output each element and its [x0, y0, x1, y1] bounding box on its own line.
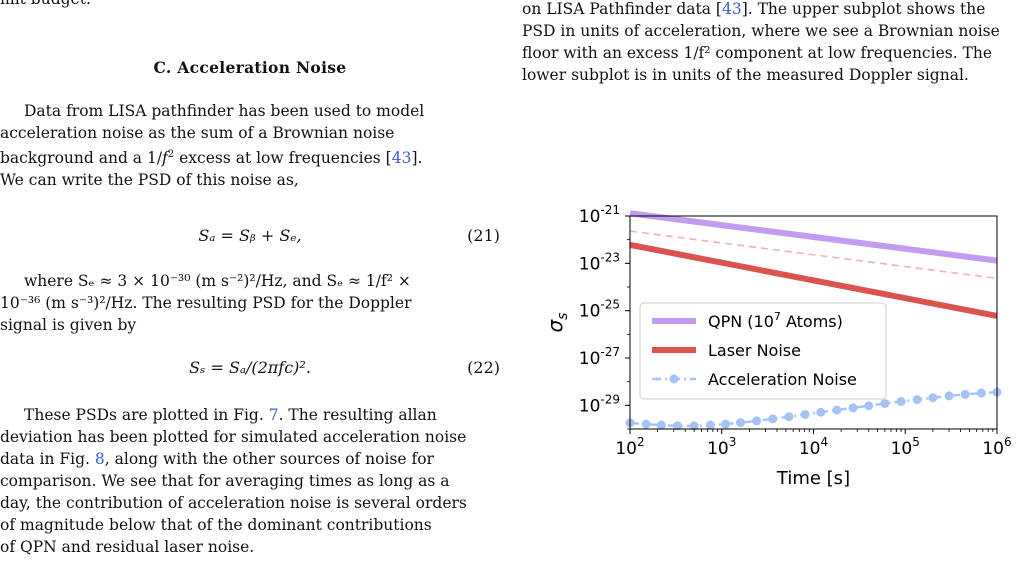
equation-21-number: (21) [467, 226, 500, 245]
legend: QPN (107 Atoms) Laser Noise Acceleration N… [639, 302, 887, 400]
equation-22: Sₛ = Sₐ/(2πfc)². (22) [0, 358, 500, 382]
data-point [784, 412, 794, 422]
paragraph-where: where Sₑ ≈ 3 × 10⁻³⁰ (m s⁻²)²/Hz, and Sₑ… [0, 270, 500, 336]
para2-line2: deviation has been plotted for simulated… [0, 428, 467, 446]
x-tick-label: 105 [891, 435, 920, 459]
data-point [976, 388, 986, 398]
data-point [944, 391, 954, 401]
where-line1: where Sₑ ≈ 3 × 10⁻³⁰ (m s⁻²)²/Hz, and Sₑ… [24, 272, 411, 290]
para2-line6: of magnitude below that of the dominant … [0, 516, 432, 534]
equation-22-number: (22) [467, 358, 500, 377]
para2-line5: day, the contribution of acceleration no… [0, 494, 467, 512]
allan-deviation-chart: 102 103 104 105 106 10-21 10-23 10-25 10-27 10-29… [543, 203, 1012, 489]
para1-line2: acceleration noise as the sum of a Brown… [0, 124, 395, 142]
para1-line1: Data from LISA pathfinder has been used … [24, 102, 425, 120]
x-tick-label: 106 [982, 435, 1011, 459]
figure-link-7[interactable]: 7 [268, 406, 279, 424]
para1-line4: We can write the PSD of this noise as, [0, 171, 299, 190]
data-point [848, 403, 858, 413]
data-point [689, 421, 699, 431]
data-point [864, 401, 874, 411]
where-line3: signal is given by [0, 316, 137, 334]
data-point [800, 409, 810, 419]
data-point [752, 416, 762, 426]
cut-text-line: mit budget. [0, 0, 300, 10]
series-line-0 [629, 210, 998, 264]
data-point [880, 398, 890, 408]
para1-line3: background and a 1/f2 excess at low freq… [0, 149, 423, 168]
x-tick-label: 102 [615, 435, 644, 459]
data-point [960, 389, 970, 399]
equation-21: Sₐ = Sᵦ + Sₑ, (21) [0, 226, 500, 250]
data-point [656, 420, 666, 430]
equation-21-body: Sₐ = Sᵦ + Sₑ, [198, 226, 302, 245]
figure-caption: on LISA Pathfinder data [43]. The upper … [522, 0, 1022, 86]
legend-label: QPN (107 Atoms) [708, 310, 843, 331]
y-tick-label: 10-27 [579, 345, 620, 369]
caption-line3: floor with an excess 1/f² component at l… [522, 44, 993, 62]
series-line-1 [629, 241, 998, 319]
para2-line1: These PSDs are plotted in Fig. 7. The re… [24, 406, 437, 424]
para2-line4: comparison. We see that for averaging ti… [0, 472, 450, 490]
data-point [816, 407, 826, 417]
y-tick-label: 10-25 [579, 298, 620, 322]
x-tick-label: 103 [707, 435, 736, 459]
citation-link[interactable]: 43 [391, 149, 412, 168]
equation-22-body: Sₛ = Sₐ/(2πfc)². [189, 358, 311, 377]
paragraph-acceleration-model: Data from LISA pathfinder has been used … [0, 100, 500, 191]
para2-line3: data in Fig. 8, along with the other sou… [0, 450, 434, 468]
legend-marker [669, 374, 679, 384]
para2-line7: of QPN and residual laser noise. [0, 538, 255, 556]
paragraph-results: These PSDs are plotted in Fig. 7. The re… [0, 404, 500, 558]
data-point [912, 395, 922, 405]
where-line2: 10⁻³⁶ (m s⁻³)²/Hz. The resulting PSD for… [0, 294, 412, 312]
data-point [721, 419, 731, 429]
data-point [832, 405, 842, 415]
section-heading: C. Acceleration Noise [153, 58, 347, 77]
caption-citation-link[interactable]: 43 [721, 0, 742, 18]
data-point [673, 421, 683, 431]
caption-line1: on LISA Pathfinder data [43]. The upper … [522, 0, 986, 18]
figure-link-8[interactable]: 8 [94, 450, 105, 468]
data-point [896, 397, 906, 407]
data-point [705, 420, 715, 430]
y-tick-label: 10-29 [579, 392, 620, 416]
data-point [768, 414, 778, 424]
y-tick-label: 10-21 [579, 203, 620, 227]
data-point [928, 393, 938, 403]
caption-line4: lower subplot is in units of the measure… [522, 66, 969, 84]
legend-label: Laser Noise [708, 341, 801, 360]
legend-box [639, 302, 887, 400]
series-line-3 [629, 230, 998, 280]
y-axis-label: σs [543, 313, 571, 333]
x-axis-label: Time [s] [776, 468, 850, 489]
legend-label: Acceleration Noise [708, 370, 857, 389]
y-tick-label: 10-23 [579, 250, 620, 274]
caption-line2: PSD in units of acceleration, where we s… [522, 22, 1000, 40]
data-point [735, 418, 745, 428]
data-point [641, 419, 651, 429]
x-tick-label: 104 [799, 435, 828, 459]
